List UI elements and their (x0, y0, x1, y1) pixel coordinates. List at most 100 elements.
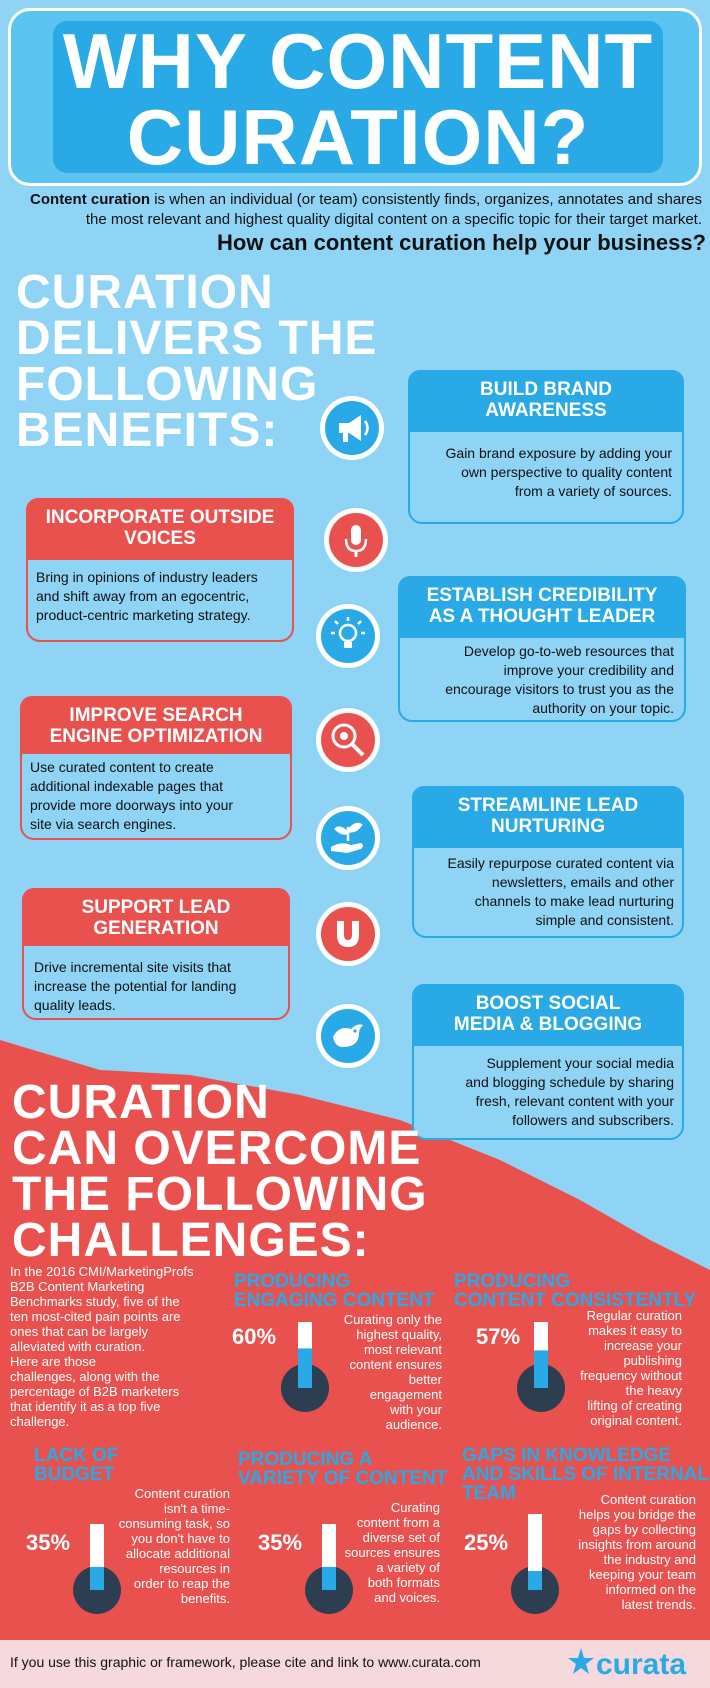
bird-icon (316, 1004, 380, 1068)
challenge-text-line: Content curation (600, 1492, 696, 1507)
challenge-text-line: content ensures (349, 1357, 442, 1372)
benefit-text: Develop go-to-web resources that improve… (445, 642, 674, 718)
challenge-text-line: makes it easy to (588, 1323, 682, 1338)
benefit-body-box (412, 846, 684, 938)
benefit-title-line: BOOST SOCIAL (475, 993, 621, 1014)
magnet-icon (316, 902, 380, 966)
challenges-heading: CURATION CAN OVERCOME THE FOLLOWING CHAL… (12, 1076, 428, 1265)
megaphone-icon (320, 396, 384, 460)
challenges-heading-line: CURATION (12, 1076, 270, 1129)
intro-line: Benchmarks study, five of the (10, 1294, 180, 1309)
benefit-text-line: improve your credibility and (503, 662, 674, 678)
benefit-text-line: additional indexable pages that (30, 778, 224, 794)
challenge-text-line: latest trends. (621, 1597, 696, 1612)
challenge-text: Regular curation makes it easy to increa… (562, 1308, 682, 1428)
benefit-title-line: VOICES (124, 528, 196, 549)
intro-line: B2B Content Marketing (10, 1279, 145, 1294)
challenge-text: Content curation helps you bridge the ga… (556, 1492, 696, 1612)
challenge-text-line: sources ensures (344, 1545, 440, 1560)
challenge-text-line: better (408, 1372, 442, 1387)
challenge-text-line: diverse set of (362, 1530, 440, 1545)
challenges-background (0, 1040, 710, 1640)
gauge-fill (298, 1348, 312, 1388)
challenge-gauge (305, 1524, 353, 1614)
benefit-text-line: provide more doorways into your (30, 797, 234, 813)
hand-plant-icon (316, 806, 380, 870)
benefit-title: SUPPORT LEAD GENERATION (22, 888, 290, 948)
benefits-heading-line: DELIVERS THE (16, 312, 378, 365)
challenge-gauge (73, 1524, 121, 1614)
benefit-text-line: Use curated content to create (30, 759, 214, 775)
benefit-title-line: STREAMLINE LEAD (457, 795, 639, 816)
challenge-percent: 25% (464, 1530, 509, 1555)
challenge-title: PRODUCING A VARIETY OF CONTENT (238, 1450, 447, 1488)
benefit-title-line: AWARENESS (485, 400, 607, 421)
footer: If you use this graphic or framework, pl… (0, 1640, 710, 1688)
challenge-gauge (281, 1322, 329, 1412)
challenge-title-line: TEAM (462, 1483, 516, 1504)
benefit-text-line: simple and consistent. (535, 912, 674, 928)
benefit-card-lead-nurturing: STREAMLINE LEAD NURTURING Easily repurpos… (412, 786, 684, 938)
benefit-text-line: Gain brand exposure by adding your (445, 445, 672, 461)
benefit-card-credibility: ESTABLISH CREDIBILITY AS A THOUGHT LEADER… (398, 576, 686, 722)
intro-line-2: the most relevant and highest quality di… (85, 211, 702, 228)
challenge-text-line: increase your (603, 1338, 682, 1353)
challenge-text-line: with your (389, 1402, 442, 1417)
benefit-text-line: increase the potential for landing (34, 978, 237, 994)
benefit-text-line: followers and subscribers. (512, 1112, 674, 1128)
challenge-title: GAPS IN KNOWLEDGE AND SKILLS OF INTERNAL… (462, 1446, 709, 1503)
benefits-heading-line: CURATION (16, 266, 274, 319)
challenge-title-line: VARIETY OF CONTENT (238, 1468, 448, 1489)
benefit-title-line: BUILD BRAND (480, 379, 612, 400)
benefit-body-box (398, 636, 686, 722)
benefit-body-box (20, 752, 292, 840)
challenge-text-line: the heavy (625, 1383, 682, 1398)
challenge-text-line: and voices. (374, 1590, 440, 1605)
benefit-text-line: from a variety of sources. (514, 483, 672, 499)
benefit-title-line: GENERATION (93, 918, 219, 939)
challenge-text-line: you don't have to (131, 1531, 230, 1546)
benefit-text-line: newsletters, emails and other (491, 874, 674, 890)
challenge-text-line: gaps by collecting (592, 1522, 696, 1537)
gauge-fill (534, 1350, 548, 1388)
intro-line: that identify it as a top five (10, 1399, 161, 1414)
challenge-text-line: publishing (623, 1353, 682, 1368)
benefit-title-line: INCORPORATE OUTSIDE (45, 507, 275, 528)
benefit-body-box (408, 430, 684, 524)
benefit-title: STREAMLINE LEAD NURTURING (412, 786, 684, 846)
curata-logo: curata (596, 1648, 687, 1681)
intro-line: percentage of B2B marketers (10, 1384, 180, 1399)
benefit-title: IMPROVE SEARCH ENGINE OPTIMIZATION (20, 696, 292, 756)
challenge-text-line: keeping your team (589, 1567, 696, 1582)
benefit-text-line: and shift away from an egocentric, (36, 588, 250, 604)
benefit-title-line: NURTURING (491, 816, 605, 837)
benefit-text-line: site via search engines. (30, 816, 177, 832)
intro-rest-1: is when an individual (or team) consiste… (150, 191, 702, 208)
challenge-title-line: PRODUCING (234, 1271, 351, 1292)
challenge-text-line: most relevant (363, 1342, 442, 1357)
title-inner: WHY CONTENT CURATION? (53, 21, 663, 177)
benefit-text-line: Easily repurpose curated content via (447, 855, 674, 871)
challenge-text-line: isn't a time- (163, 1501, 230, 1516)
challenge-text-line: a variety of (376, 1560, 440, 1575)
benefit-text-line: quality leads. (34, 997, 116, 1013)
lightbulb-icon (316, 604, 380, 668)
challenge-text-line: allocate additional (125, 1546, 230, 1561)
challenges-intro: In the 2016 CMI/MarketingProfs B2B Conte… (10, 1264, 210, 1429)
challenge-text-line: the industry and (603, 1552, 696, 1567)
footer-text: If you use this graphic or framework, pl… (10, 1654, 481, 1670)
benefit-title: ESTABLISH CREDIBILITY AS A THOUGHT LEADER (398, 576, 686, 636)
benefit-title: BOOST SOCIAL MEDIA & BLOGGING (412, 984, 684, 1044)
challenge-title: LACK OF BUDGET (34, 1446, 118, 1484)
intro-line: In the 2016 CMI/MarketingProfs (10, 1264, 194, 1279)
challenge-gauge (511, 1514, 559, 1614)
benefit-text-line: and blogging schedule by sharing (465, 1074, 674, 1090)
challenge-text-line: Content curation (134, 1486, 230, 1501)
benefit-text: Bring in opinions of industry leaders an… (36, 568, 258, 625)
challenge-text-line: Regular curation (586, 1308, 682, 1323)
challenge-text-line: Curating only the (343, 1312, 442, 1327)
challenges-heading-line: CAN OVERCOME (12, 1122, 422, 1175)
benefit-card-outside-voices: INCORPORATE OUTSIDE VOICES Bring in opini… (26, 498, 294, 642)
challenge-text-line: content from a (356, 1515, 440, 1530)
